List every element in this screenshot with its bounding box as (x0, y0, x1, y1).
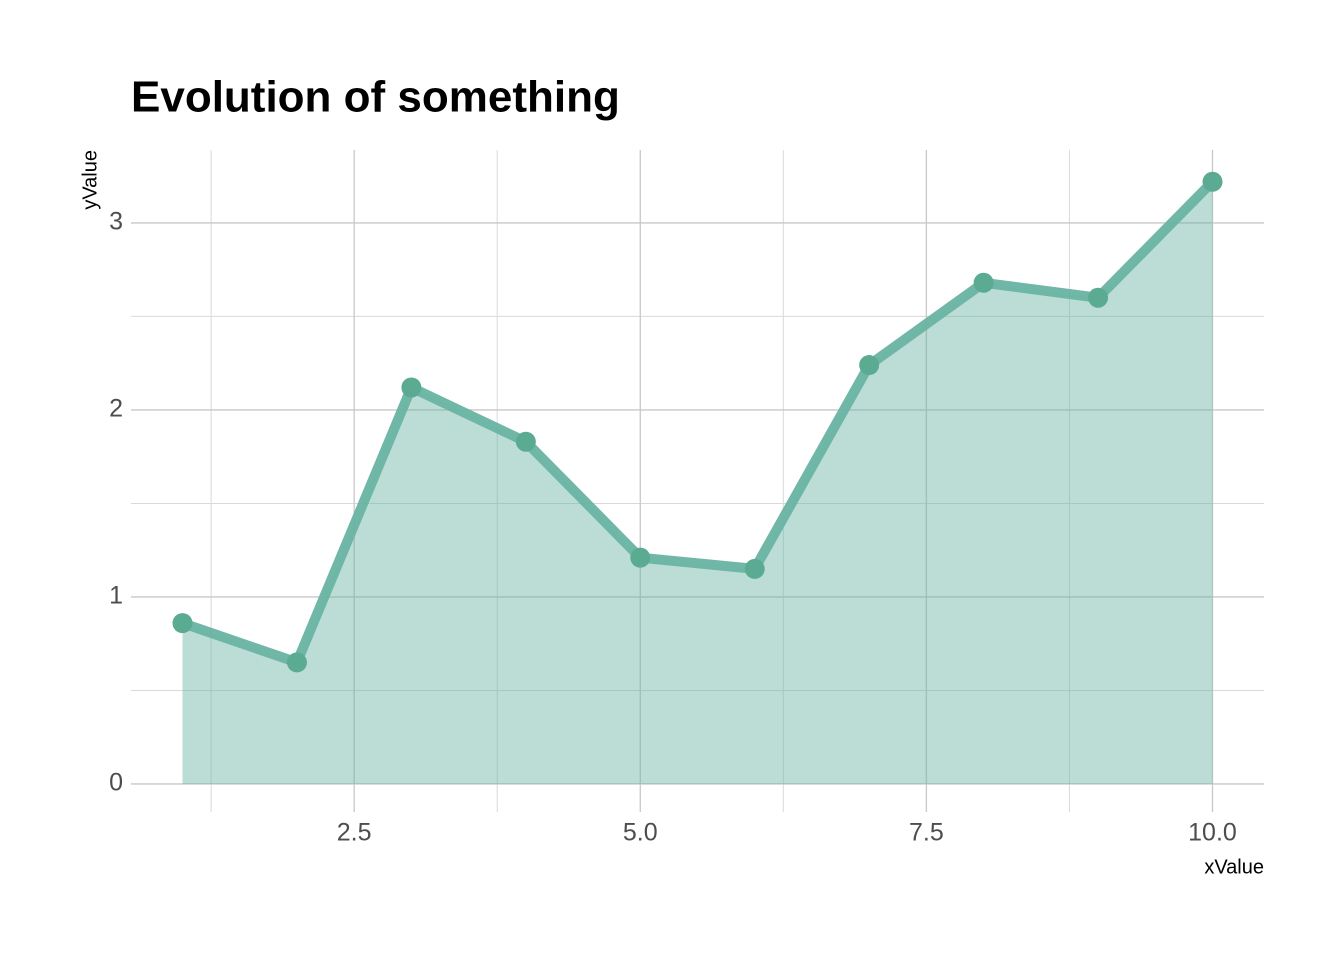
chart-title: Evolution of something (131, 73, 620, 122)
x-tick-label: 10.0 (1188, 819, 1237, 847)
line (180, 178, 1217, 668)
y-tick-label: 1 (109, 582, 123, 610)
x-tick-label: 5.0 (623, 819, 658, 847)
point (286, 652, 307, 673)
point (859, 355, 880, 376)
area (182, 181, 1213, 784)
point (744, 558, 765, 579)
y-tick-label: 3 (109, 208, 123, 236)
point (973, 272, 994, 293)
x-tick-label: 2.5 (337, 819, 372, 847)
x-axis-title: xValue (1204, 856, 1264, 878)
y-axis-title: yValue (79, 150, 101, 210)
point (401, 377, 422, 398)
point (515, 431, 536, 452)
y-tick-label: 0 (109, 769, 123, 797)
point (172, 613, 193, 634)
point (1088, 287, 1109, 308)
point (630, 547, 651, 568)
point (1202, 171, 1223, 192)
x-tick-label: 7.5 (909, 819, 944, 847)
y-tick-label: 2 (109, 395, 123, 423)
